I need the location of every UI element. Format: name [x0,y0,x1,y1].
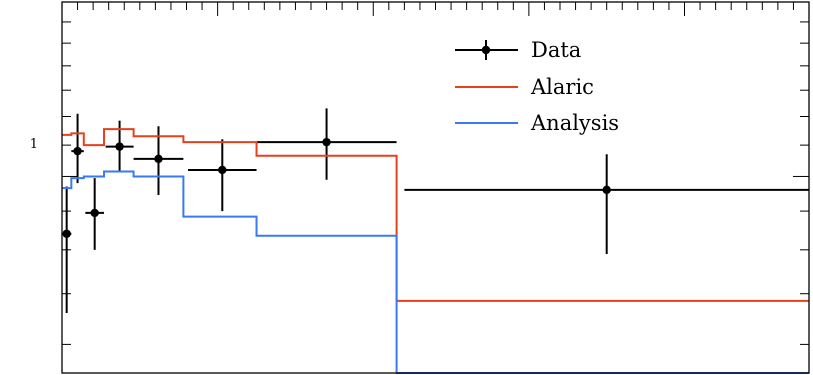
legend-swatch-data-marker [481,45,491,55]
data-point-7 [404,154,809,254]
data-point-marker [62,229,71,238]
series-alaric-line [62,128,809,302]
data-point-marker [115,142,124,151]
y-tick-label: 1 [30,137,38,152]
data-point-2 [85,178,105,250]
legend: Data Alaric Analysis [455,38,619,135]
data-point-1 [71,113,84,184]
data-point-6 [256,108,397,180]
legend-label-alaric: Alaric [530,75,594,99]
data-point-marker [322,137,331,147]
data-point-0 [62,186,72,314]
data-point-4 [133,126,184,196]
legend-item-data: Data [455,38,581,62]
legend-label-analysis: Analysis [530,111,619,135]
data-point-marker [602,185,611,195]
series-layer [62,108,809,374]
legend-item-alaric: Alaric [455,75,594,99]
data-point-marker [90,208,99,218]
data-point-5 [188,139,257,212]
plot-frame [61,1,810,374]
series-analysis-line [62,170,809,374]
legend-label-data: Data [531,38,581,62]
data-point-marker [154,154,163,164]
legend-item-analysis: Analysis [455,111,619,135]
axis-ticks [61,1,810,345]
data-point-marker [218,165,227,175]
data-point-marker [73,146,82,156]
